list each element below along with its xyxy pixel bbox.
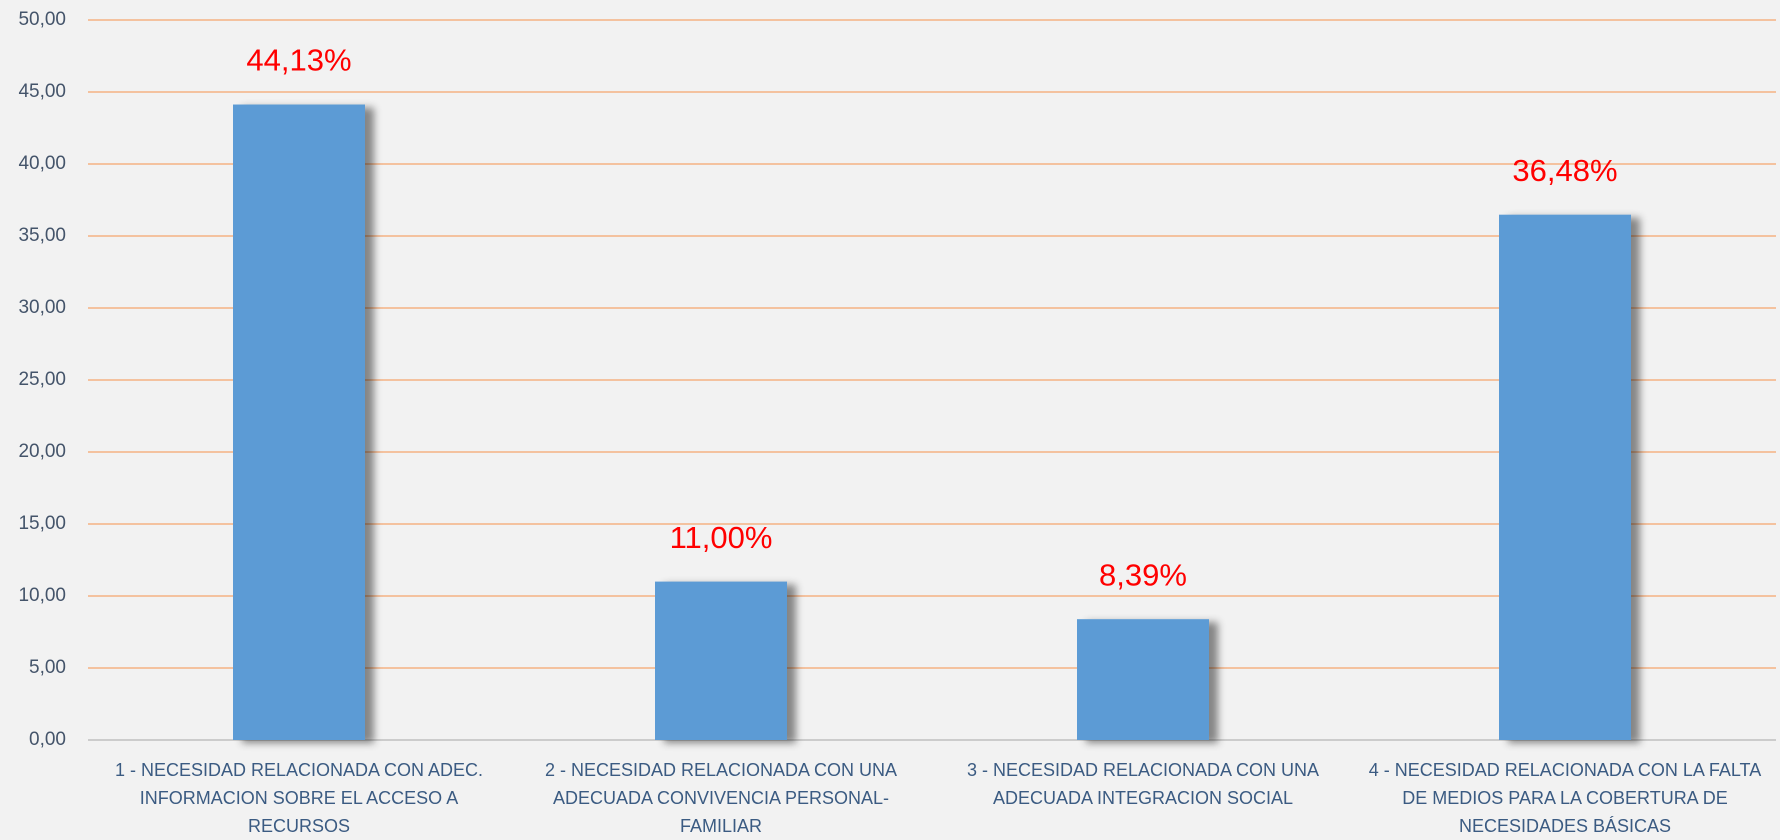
data-label: 44,13% <box>246 43 351 78</box>
bar <box>1077 619 1209 740</box>
data-label: 11,00% <box>670 520 773 555</box>
x-tick-label: 2 - NECESIDAD RELACIONADA CON UNA ADECUA… <box>544 760 898 836</box>
data-label: 36,48% <box>1512 153 1617 188</box>
data-label: 8,39% <box>1099 557 1187 592</box>
bar <box>1499 214 1631 741</box>
y-tick-label: 45,00 <box>18 81 66 102</box>
y-tick-label: 10,00 <box>18 585 66 606</box>
y-tick-label: 0,00 <box>29 729 66 750</box>
y-tick-label: 40,00 <box>18 153 66 174</box>
y-tick-label: 25,00 <box>18 369 66 390</box>
x-tick-label: 1 - NECESIDAD RELACIONADA CON ADEC. INFO… <box>114 760 484 836</box>
y-tick-label: 35,00 <box>18 225 66 246</box>
y-tick-label: 30,00 <box>18 297 66 318</box>
y-tick-label: 20,00 <box>18 441 66 462</box>
bar <box>233 104 365 740</box>
bar <box>655 581 787 740</box>
y-tick-label: 15,00 <box>18 513 66 534</box>
x-tick-label: 4 - NECESIDAD RELACIONADA CON LA FALTA D… <box>1368 760 1762 836</box>
x-tick-label: 3 - NECESIDAD RELACIONADA CON UNA ADECUA… <box>966 760 1320 808</box>
y-tick-label: 5,00 <box>29 657 66 678</box>
y-tick-label: 50,00 <box>18 9 66 30</box>
